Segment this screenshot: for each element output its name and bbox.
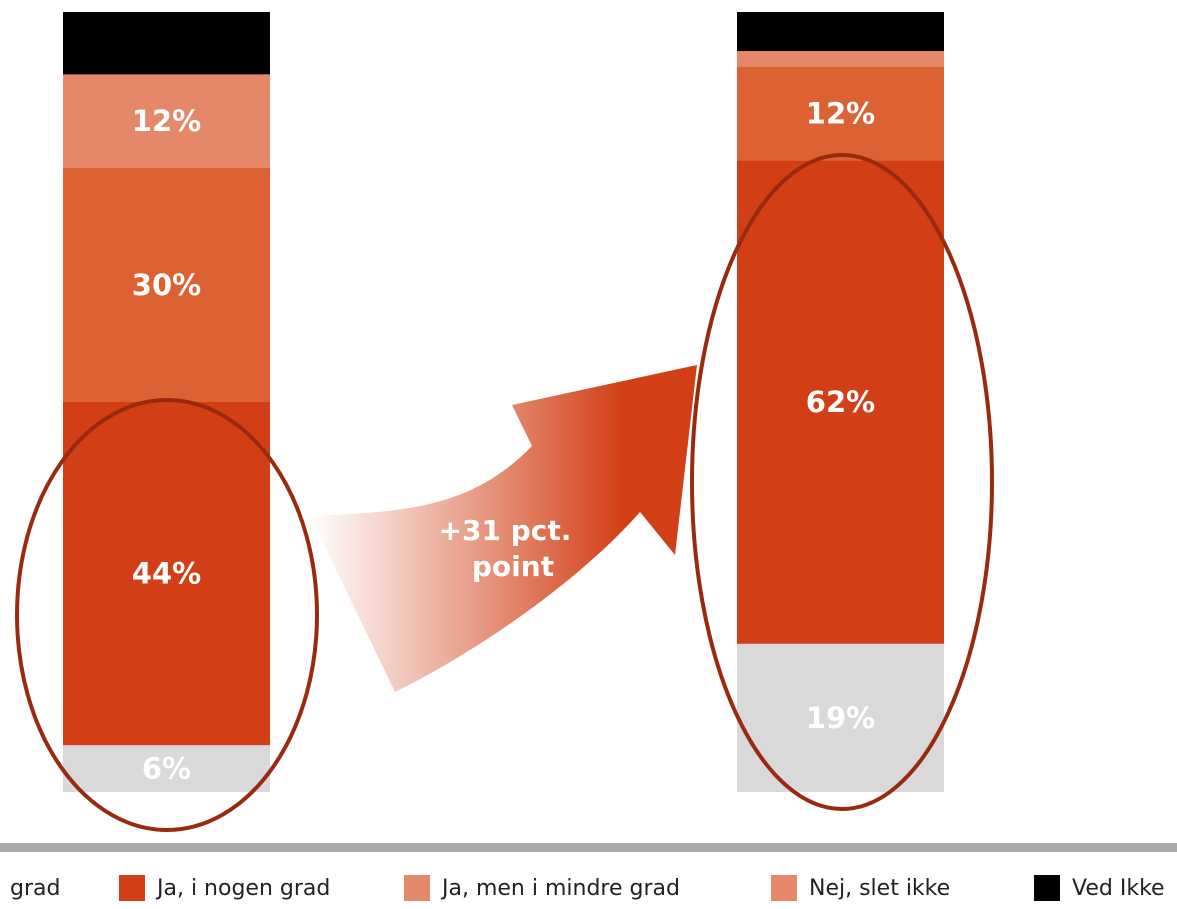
bar-segment <box>63 12 270 75</box>
bar-segment <box>63 74 270 168</box>
bar-segment <box>737 160 944 644</box>
legend-swatch <box>404 875 430 901</box>
annotation-line-1: +31 pct. <box>439 514 572 547</box>
data-label: 12% <box>132 104 201 138</box>
legend-item-grad: grad <box>10 870 60 906</box>
data-label: 6% <box>142 752 191 786</box>
legend-item-ved-ikke: Ved Ikke <box>1034 870 1165 906</box>
bar-segment <box>737 643 944 792</box>
legend-swatch <box>1034 875 1060 901</box>
highlight-ellipse-left <box>15 398 319 832</box>
bar-segment <box>63 402 270 746</box>
bar-segment <box>737 12 944 51</box>
data-label: 19% <box>806 701 875 735</box>
legend-label: Ja, i nogen grad <box>157 875 331 901</box>
stacked-bar-chart: 6% 44% 30% 12% 19% 62% 12% +31 pct.point <box>15 12 994 832</box>
bar-segment <box>737 66 944 161</box>
data-label: 12% <box>806 96 875 130</box>
legend-swatch <box>119 875 145 901</box>
annotation-line-2: point <box>472 550 554 583</box>
legend-item-ja-men-i-mindre-grad: Ja, men i mindre grad <box>404 870 680 906</box>
bar-segment <box>63 745 270 792</box>
legend-label: Nej, slet ikke <box>809 875 951 901</box>
legend: grad Ja, i nogen grad Ja, men i mindre g… <box>0 870 1177 906</box>
data-label: 62% <box>806 385 875 419</box>
legend-swatch <box>771 875 797 901</box>
legend-label: Ved Ikke <box>1072 875 1165 901</box>
legend-divider <box>0 843 1177 852</box>
legend-item-ja-i-nogen-grad: Ja, i nogen grad <box>119 870 330 906</box>
legend-label: Ja, men i mindre grad <box>442 875 680 901</box>
bar-segment <box>63 168 270 402</box>
data-label: 44% <box>132 557 201 591</box>
data-label: 30% <box>132 268 201 302</box>
legend-item-nej-slet-ikke: Nej, slet ikke <box>771 870 950 906</box>
bar-segment <box>737 51 944 67</box>
highlight-ellipse-right <box>690 153 994 811</box>
growth-arrow <box>310 365 697 692</box>
legend-label: grad <box>10 875 61 901</box>
